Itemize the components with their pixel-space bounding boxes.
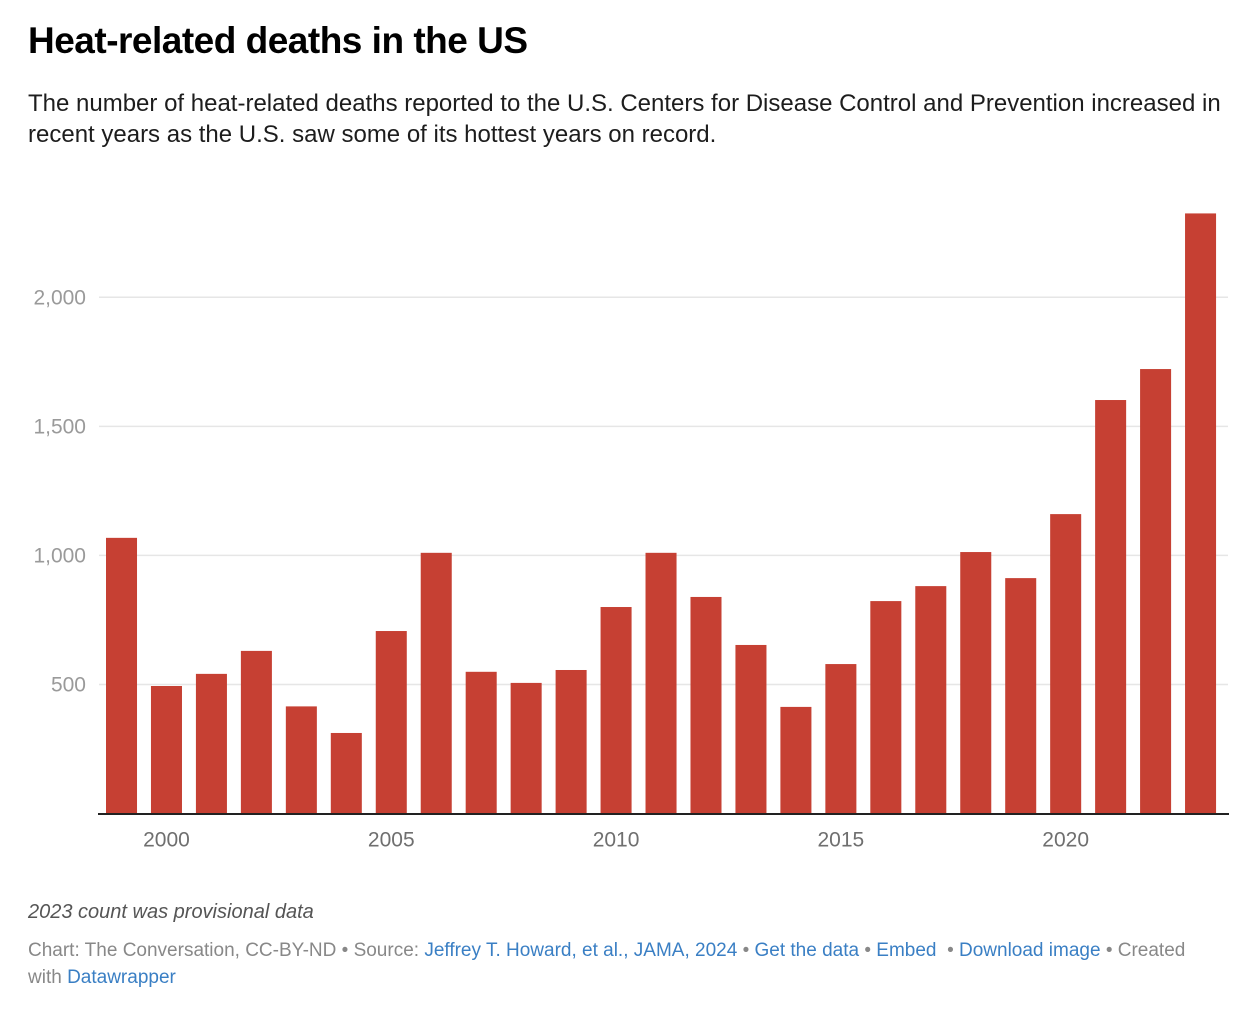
chart-title: Heat-related deaths in the US: [28, 20, 528, 61]
x-tick-label: 2010: [593, 829, 640, 852]
provisional-note: 2023 count was provisional data: [28, 901, 314, 923]
bar-chart: 500 1,000 1,500 2,000 1999: 1068 2000: 494 20…: [33, 213, 1229, 852]
x-tick-label: 2005: [368, 829, 415, 852]
x-axis-labels: 2000 2005 2010 2015 2020: [143, 829, 1089, 852]
bar-2017[interactable]: 2017: 881: [915, 586, 947, 814]
embed-link[interactable]: Embed: [876, 940, 937, 961]
separator: •: [1105, 940, 1113, 961]
y-tick-label: 1,500: [33, 415, 86, 438]
bar-2022[interactable]: 2022: 1722: [1140, 369, 1172, 814]
bar-2004[interactable]: 2004: 312: [330, 732, 362, 814]
bar-2001[interactable]: 2001: 541: [195, 673, 227, 814]
chart-credit: Chart: The Conversation, CC-BY-ND: [28, 940, 337, 961]
y-tick-label: 1,000: [33, 544, 86, 567]
separator: •: [947, 940, 954, 961]
source-link[interactable]: Jeffrey T. Howard, et al., JAMA, 2024: [424, 940, 738, 961]
download-image-link[interactable]: Download image: [959, 940, 1101, 961]
bar-2009[interactable]: 2009: 556: [555, 669, 587, 814]
bar-2018[interactable]: 2018: 1013: [960, 552, 992, 814]
x-tick-label: 2020: [1042, 829, 1089, 852]
y-axis-labels: 500 1,000 1,500 2,000: [33, 286, 86, 696]
bars: 1999: 1068 2000: 494 2001: 541 2002: 630 200…: [106, 213, 1217, 814]
bar-2008[interactable]: 2008: 506: [510, 682, 542, 814]
chart-subtitle: The number of heat-related deaths report…: [28, 90, 1221, 148]
bar-2003[interactable]: 2003: 415: [285, 706, 317, 814]
bar-2002[interactable]: 2002: 630: [240, 650, 272, 814]
source-label: Source:: [353, 940, 420, 961]
bar-2005[interactable]: 2005: 707: [375, 631, 407, 814]
bar-2007[interactable]: 2007: 549: [465, 671, 497, 814]
bar-2020[interactable]: 2020: 1160: [1050, 514, 1082, 814]
bar-2013[interactable]: 2013: 653: [735, 644, 767, 814]
datawrapper-link[interactable]: Datawrapper: [67, 967, 176, 988]
bar-2015[interactable]: 2015: 579: [825, 664, 857, 814]
bar-2014[interactable]: 2014: 413: [780, 706, 812, 814]
bar-1999[interactable]: 1999: 1068: [106, 537, 138, 814]
created-with-label: Created with: [28, 940, 1186, 988]
bar-2006[interactable]: 2006: 1010: [420, 552, 452, 814]
bar-2016[interactable]: 2016: 823: [870, 601, 902, 814]
bar-2023[interactable]: 2023: 2325: [1185, 213, 1217, 814]
y-tick-label: 500: [51, 673, 86, 696]
chart-footer: Chart: The Conversation, CC-BY-ND • Sour…: [28, 937, 1208, 991]
bar-2011[interactable]: 2011: 1010: [645, 552, 677, 814]
separator: •: [742, 940, 750, 961]
x-tick-label: 2015: [818, 829, 865, 852]
bar-2000[interactable]: 2000: 494: [150, 685, 182, 814]
bar-2012[interactable]: 2012: 839: [690, 596, 722, 814]
separator: •: [864, 940, 872, 961]
bar-2010[interactable]: 2010: 800: [600, 607, 632, 814]
bar-2019[interactable]: 2019: 912: [1005, 578, 1037, 814]
x-tick-label: 2000: [143, 829, 190, 852]
separator: •: [341, 940, 349, 961]
y-tick-label: 2,000: [33, 286, 86, 309]
bar-2021[interactable]: 2021: 1602: [1095, 400, 1127, 814]
get-data-link[interactable]: Get the data: [754, 940, 860, 961]
